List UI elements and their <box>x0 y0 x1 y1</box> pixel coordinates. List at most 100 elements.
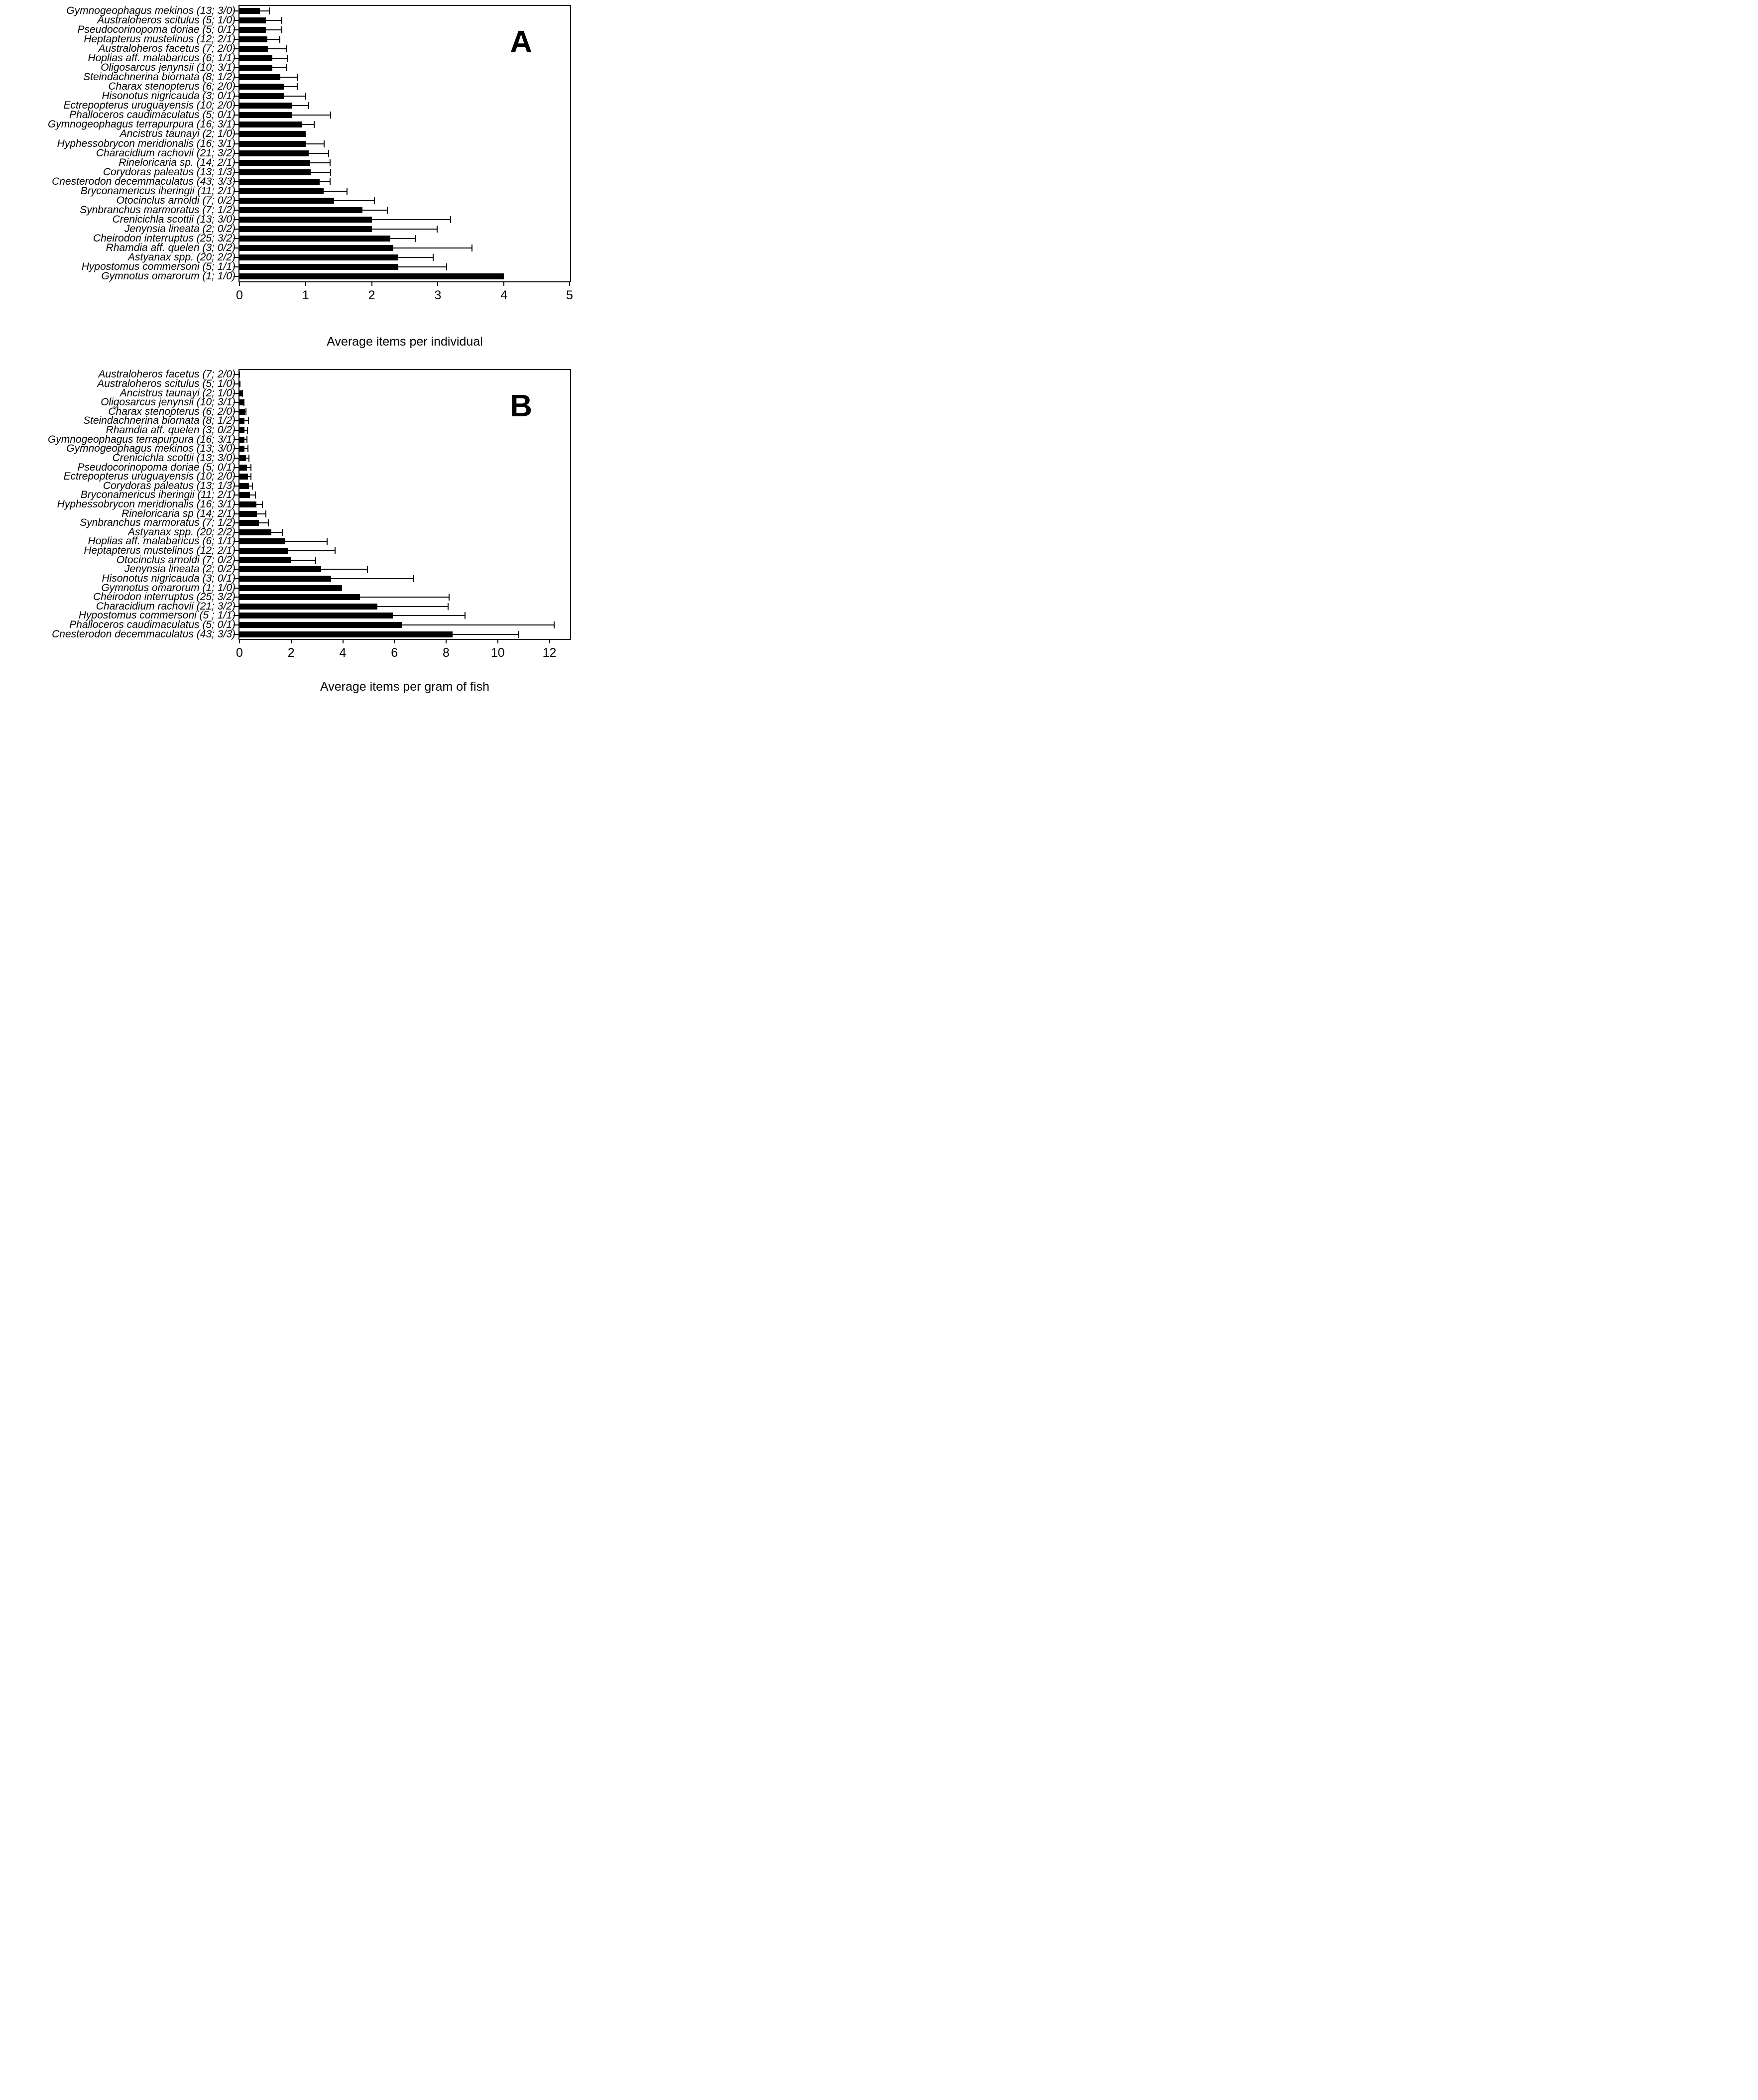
bar <box>239 7 260 14</box>
error-bar-cap <box>329 159 331 166</box>
error-bar-cap <box>328 149 330 157</box>
error-bar <box>393 247 472 249</box>
panel-b-x-axis-title: Average items per gram of fish <box>320 680 489 694</box>
error-bar <box>246 467 251 468</box>
error-bar-cap <box>450 216 451 224</box>
x-tick <box>239 281 240 286</box>
error-bar <box>362 209 388 211</box>
error-bar <box>244 439 247 440</box>
y-tick <box>234 48 238 49</box>
x-tick <box>569 281 570 286</box>
category-label: Characidium rachovii (21; 3/2) <box>96 147 235 159</box>
bar <box>239 510 257 517</box>
bar <box>239 446 244 452</box>
x-tick-label: 10 <box>490 646 505 660</box>
error-bar <box>360 597 450 598</box>
error-bar-cap <box>241 389 243 397</box>
error-bar <box>390 238 416 240</box>
y-tick <box>234 504 238 505</box>
error-bar-cap <box>255 492 256 499</box>
y-tick <box>234 559 238 561</box>
category-label: Bryconamericus iheringii (11; 2/1) <box>80 185 235 197</box>
bar <box>239 226 372 233</box>
error-bar <box>260 10 269 11</box>
error-bar <box>268 48 287 49</box>
category-label: Hoplias aff. malabaricus (6; 1/1) <box>88 52 235 64</box>
error-bar <box>309 152 329 154</box>
y-tick <box>234 10 238 11</box>
error-bar <box>266 19 282 21</box>
y-tick <box>234 38 238 40</box>
error-bar-cap <box>308 102 310 110</box>
y-tick <box>234 257 238 258</box>
bar <box>239 501 257 507</box>
error-bar <box>311 171 331 173</box>
y-tick <box>234 624 238 626</box>
bar <box>239 236 390 242</box>
error-bar-cap <box>282 528 283 536</box>
y-tick <box>234 550 238 552</box>
x-tick-label: 5 <box>566 288 573 302</box>
error-bar <box>453 633 519 635</box>
y-tick <box>234 439 238 440</box>
bar <box>239 55 273 61</box>
y-tick <box>234 86 238 88</box>
category-label: Astyanax spp. (20; 2/2) <box>128 526 235 538</box>
x-tick-label: 3 <box>434 288 442 302</box>
y-tick <box>234 181 238 182</box>
error-bar <box>291 559 316 561</box>
y-tick <box>234 587 238 589</box>
y-tick <box>234 276 238 277</box>
bar <box>239 159 311 166</box>
y-tick <box>234 374 238 375</box>
category-label: Cheirodon interruptus (25; 3/2) <box>93 591 235 603</box>
category-label: Pseudocorinopoma doriae (5; 0/1) <box>77 461 235 473</box>
error-bar <box>244 430 248 431</box>
bar <box>239 427 245 434</box>
bar <box>239 264 398 270</box>
bar <box>239 538 286 545</box>
bar <box>239 17 266 23</box>
category-label: Ancistrus taunayi (2; 1/0) <box>119 387 235 399</box>
y-tick <box>234 430 238 431</box>
bar <box>239 371 240 378</box>
category-label: Hyphessobrycon meridionalis (16; 3/1) <box>57 498 235 510</box>
error-bar <box>292 115 331 116</box>
error-bar-cap <box>433 254 434 261</box>
y-tick <box>234 420 238 422</box>
error-bar-cap <box>296 74 298 81</box>
error-bar-cap <box>518 630 519 638</box>
category-label: Oligosarcus jenynsii (10; 3/1) <box>101 61 235 73</box>
x-tick <box>394 639 395 643</box>
y-tick <box>234 162 238 163</box>
error-bar <box>283 96 306 97</box>
panel-a-plot-area: A Gymnogeophagus mekinos (13; 3/0) Austra… <box>48 5 573 302</box>
y-tick <box>234 494 238 496</box>
error-bar <box>256 504 262 505</box>
bar <box>239 150 309 156</box>
bar <box>239 603 377 610</box>
category-label: Heptapterus mustelinus (12; 2/1) <box>84 33 235 45</box>
bar <box>239 585 342 591</box>
panel-b-letter: B <box>510 389 532 423</box>
error-bar <box>249 485 253 487</box>
x-tick <box>371 281 372 286</box>
x-tick <box>305 281 306 286</box>
error-bar <box>292 105 309 107</box>
error-bar <box>271 531 283 533</box>
error-bar-cap <box>387 206 388 214</box>
y-tick <box>234 448 238 450</box>
error-bar-cap <box>297 83 298 91</box>
bar <box>239 474 248 480</box>
error-bar <box>244 411 246 412</box>
y-tick <box>234 569 238 570</box>
bar <box>239 45 268 52</box>
error-bar-cap <box>465 612 466 619</box>
category-label: Gymnotus omarorum (1; 1/0) <box>101 270 235 282</box>
category-label: Phalloceros caudimaculatus (5; 0/1) <box>69 619 235 631</box>
x-tick <box>437 281 439 286</box>
error-bar-cap <box>305 93 306 100</box>
error-bar-cap <box>246 436 247 443</box>
x-tick-label: 2 <box>287 646 295 660</box>
x-tick-label: 0 <box>236 646 243 660</box>
